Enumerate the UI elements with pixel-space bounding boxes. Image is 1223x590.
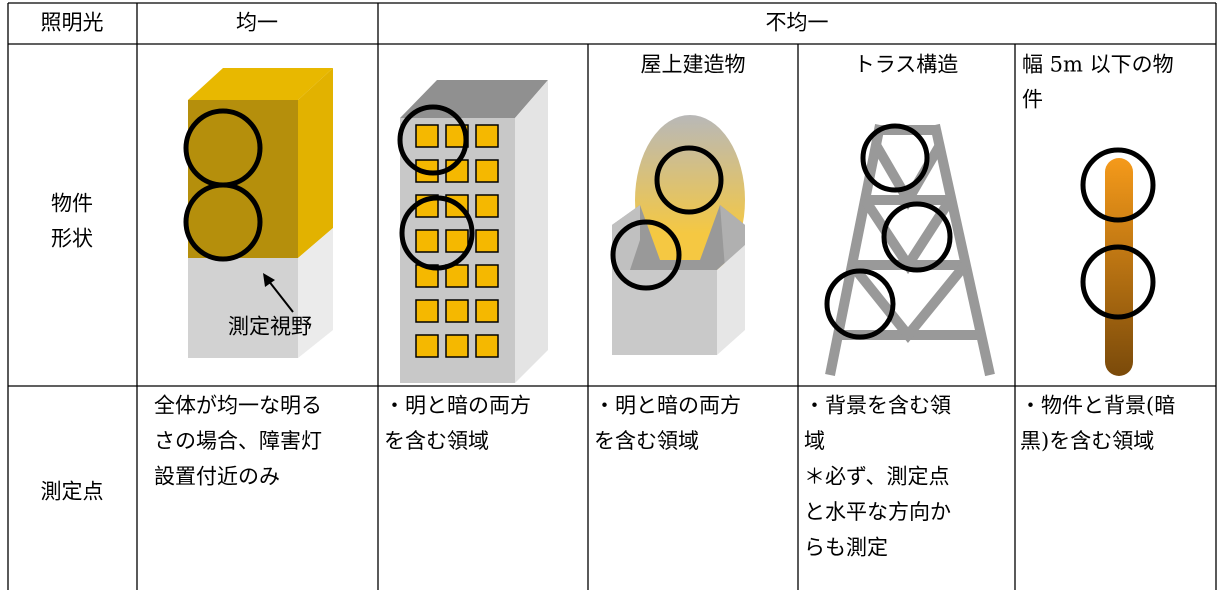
window (475, 299, 499, 323)
building-illustration (397, 80, 548, 383)
window (445, 264, 469, 288)
column-title: 件 (1022, 88, 1043, 112)
cell-text: ・背景を含む領 (804, 394, 951, 418)
window (445, 299, 469, 323)
annotation: 測定視野 (228, 315, 312, 339)
column-title: トラス構造 (854, 53, 959, 77)
row-label: 測定点 (41, 480, 104, 504)
cell-text: 設置付近のみ (154, 465, 280, 489)
window (415, 124, 439, 148)
window (475, 334, 499, 358)
uniform-illustration: 測定視野 (183, 68, 333, 358)
cell-text: 全体が均一な明る (154, 394, 322, 418)
window (415, 334, 439, 358)
window (475, 194, 499, 218)
window (415, 299, 439, 323)
header-cell: 均一 (236, 11, 278, 35)
table-grid (7, 2, 1217, 590)
window (475, 229, 499, 253)
cell-text: らも測定 (804, 536, 888, 560)
cell-text: 黒)を含む領域 (1020, 429, 1154, 453)
window (445, 229, 469, 253)
truss-illustration (824, 123, 995, 377)
row-label: 形状 (51, 227, 93, 251)
circle-marker (397, 104, 469, 176)
cell-text: を含む領域 (594, 429, 699, 453)
window (475, 264, 499, 288)
window (475, 159, 499, 183)
circle-marker (399, 195, 475, 271)
cell-text: さの場合、障害灯 (154, 429, 322, 453)
narrow-illustration (1080, 147, 1156, 376)
cell-text: ・明と暗の両方 (594, 394, 741, 418)
row-label: 物件 (51, 192, 93, 216)
column-title: 幅 5m 以下の物 (1022, 53, 1174, 77)
cell-text: を含む領域 (384, 429, 489, 453)
window (475, 124, 499, 148)
header-cell: 不均一 (766, 11, 829, 35)
window (415, 229, 439, 253)
column-title: 屋上建造物 (641, 53, 746, 77)
cell-text: 域 (804, 429, 825, 453)
cell-text: と水平な方向か (804, 500, 951, 524)
cell-text: ・明と暗の両方 (384, 394, 531, 418)
rooftop-illustration (610, 115, 745, 355)
window (445, 334, 469, 358)
cell-text: ・物件と背景(暗 (1020, 394, 1175, 418)
header-cell: 照明光 (41, 11, 104, 35)
cell-text: ＊必ず、測定点 (804, 465, 950, 489)
